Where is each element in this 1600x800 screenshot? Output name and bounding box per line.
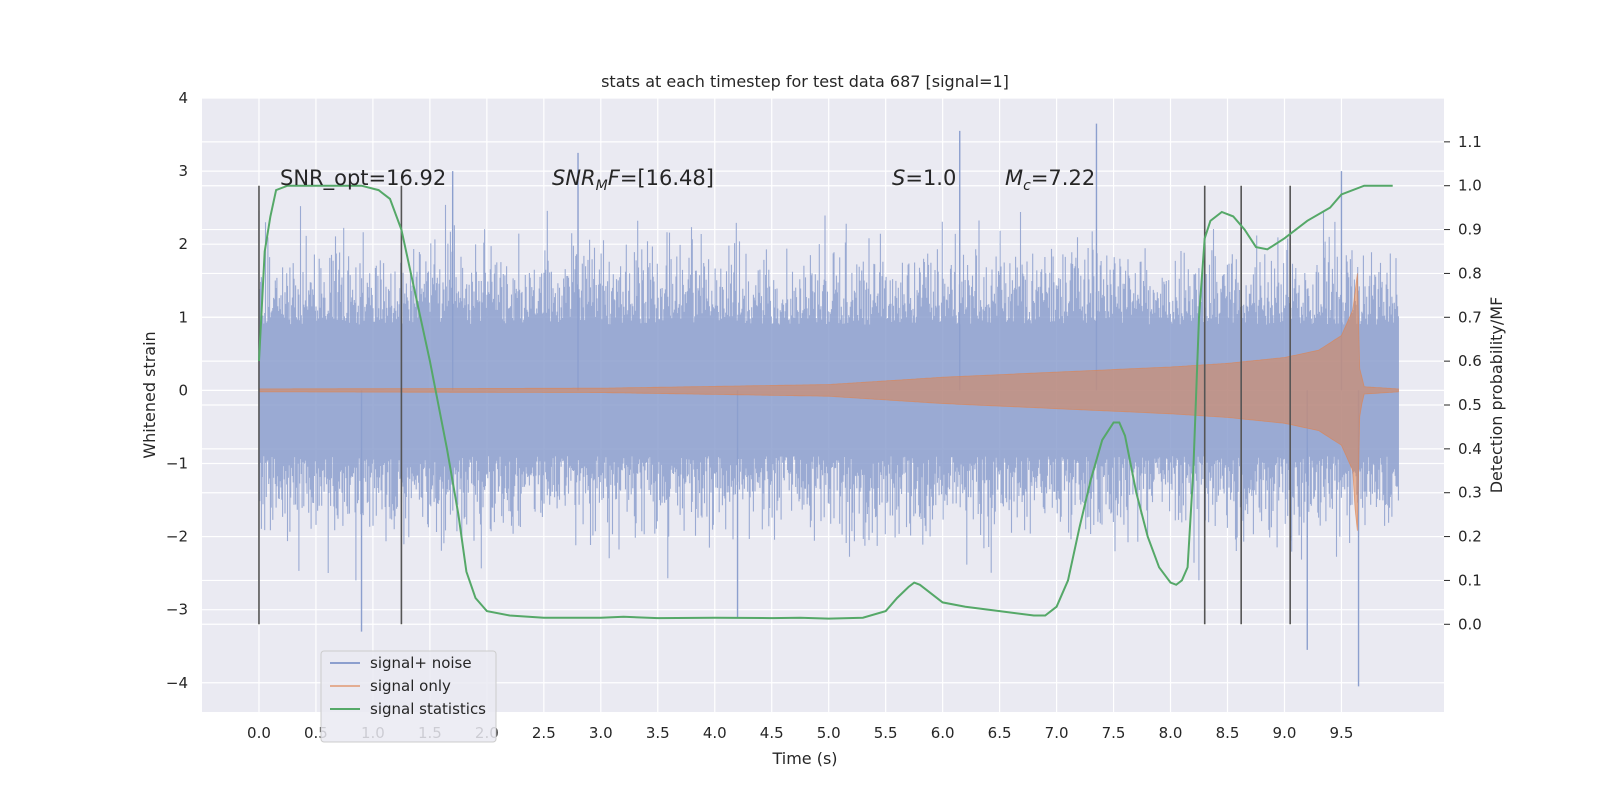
- y-right-tick-label: 0.8: [1458, 264, 1482, 282]
- annotation-mc-sub: c: [1023, 178, 1031, 194]
- y-left-tick-label: 3: [178, 162, 188, 180]
- y-left-tick-label: −1: [166, 454, 188, 472]
- x-tick-label: 7.5: [1102, 724, 1126, 742]
- y-left-tick-label: 4: [178, 89, 188, 107]
- x-tick-label: 9.0: [1273, 724, 1297, 742]
- y-left-tick-labels: 4 3 2 1 0 −1 −2 −3 −4: [166, 89, 188, 692]
- annotation-mc-label: M: [1005, 166, 1023, 190]
- x-tick-label: 7.0: [1045, 724, 1069, 742]
- vertical-markers: [258, 185, 1291, 625]
- y-right-tick-label: 0.7: [1458, 308, 1482, 326]
- y-left-tick-label: 2: [178, 235, 188, 253]
- y-right-tick-label: 0.0: [1458, 615, 1482, 633]
- x-tick-label: 9.5: [1330, 724, 1354, 742]
- x-tick-label: 8.5: [1216, 724, 1240, 742]
- annotation-snr-mf-sub: M: [596, 178, 608, 194]
- x-tick-label: 4.5: [760, 724, 784, 742]
- annotation-mc: Mc=7.22: [1005, 166, 1095, 194]
- y-right-tick-label: 0.4: [1458, 440, 1482, 458]
- y-left-tick-label: −2: [166, 528, 188, 546]
- x-tick-label: 2.5: [532, 724, 556, 742]
- y-right-tick-label: 0.1: [1458, 571, 1482, 589]
- legend-label-signal-statistics: signal statistics: [370, 700, 486, 718]
- annotation-s: S=1.0: [892, 166, 956, 190]
- annotation-s-label: S: [892, 166, 905, 190]
- legend-label-signal-only: signal only: [370, 677, 451, 695]
- y-right-tick-label: 0.5: [1458, 396, 1482, 414]
- x-axis-title: Time (s): [771, 749, 837, 768]
- x-tick-label: 3.5: [646, 724, 670, 742]
- y-right-tick-label: 1.1: [1458, 133, 1482, 151]
- x-tick-label: 5.0: [817, 724, 841, 742]
- signal-statistics-line: [258, 184, 1393, 620]
- x-tick-label: 5.5: [874, 724, 898, 742]
- y-left-axis-title: Whitened strain: [140, 331, 159, 458]
- y-right-tick-label: 1.0: [1458, 177, 1482, 195]
- y-right-tick-labels: 1.1 1.0 0.9 0.8 0.7 0.6 0.5 0.4 0.3 0.2 0.1 0.0: [1444, 133, 1482, 633]
- annotation-snr-mf: SNRMF=[16.48]: [552, 166, 714, 194]
- x-tick-label: 0.0: [247, 724, 271, 742]
- legend-box: [320, 650, 497, 743]
- legend: signal+ noise signal only signal statist…: [320, 650, 497, 743]
- annotation-snr-opt: SNR_opt=16.92: [280, 166, 446, 191]
- annotation-snr-mf-base: SNR: [552, 166, 596, 190]
- legend-label-signal-noise: signal+ noise: [370, 654, 472, 672]
- chart-title: stats at each timestep for test data 687…: [601, 72, 1009, 91]
- x-tick-label: 4.0: [703, 724, 727, 742]
- y-left-tick-label: 1: [178, 308, 188, 326]
- annotation-snr-mf-f: F: [608, 166, 621, 190]
- y-left-tick-label: −3: [166, 601, 188, 619]
- y-right-axis-title: Detection probability/MF: [1487, 297, 1506, 494]
- y-right-tick-label: 0.2: [1458, 528, 1482, 546]
- x-tick-label: 6.0: [931, 724, 955, 742]
- x-tick-label: 8.0: [1159, 724, 1183, 742]
- series-signal-only: [258, 273, 1399, 531]
- y-right-tick-label: 0.3: [1458, 484, 1482, 502]
- series-signal-statistics: [258, 184, 1393, 620]
- y-right-tick-label: 0.9: [1458, 221, 1482, 239]
- y-left-tick-label: 0: [178, 381, 188, 399]
- y-left-tick-label: −4: [166, 674, 188, 692]
- y-right-tick-label: 0.6: [1458, 352, 1482, 370]
- x-tick-label: 3.0: [589, 724, 613, 742]
- annotation-snr-mf-value: =[16.48]: [620, 166, 714, 190]
- x-tick-label: 6.5: [988, 724, 1012, 742]
- annotation-s-value: =1.0: [905, 166, 956, 190]
- annotation-mc-value: =7.22: [1031, 166, 1095, 190]
- signal-only-envelope: [258, 273, 1399, 531]
